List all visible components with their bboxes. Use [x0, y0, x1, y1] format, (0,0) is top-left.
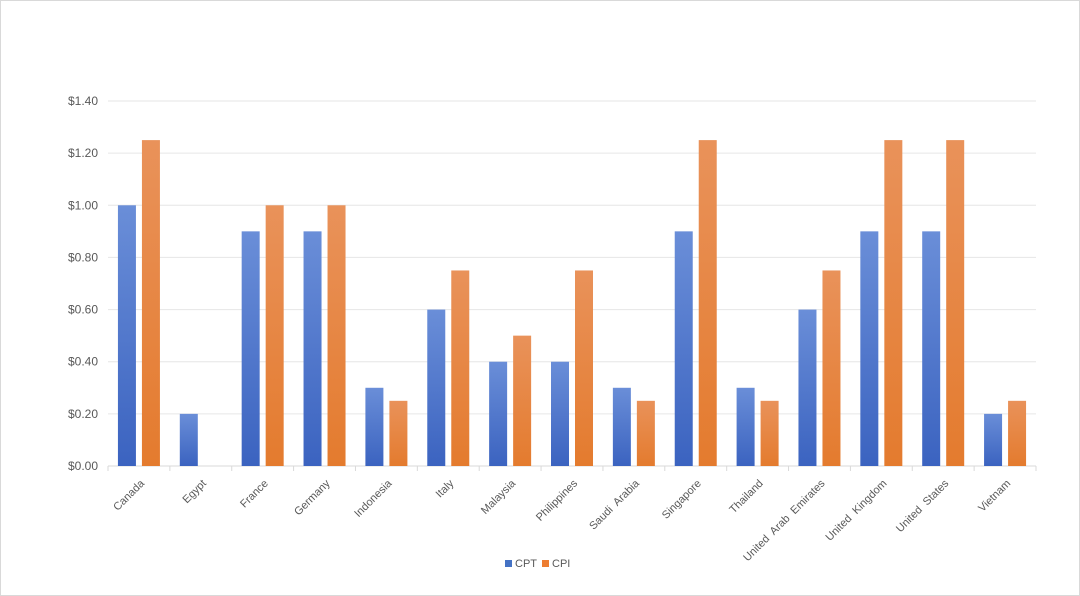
x-tick-label: Italy: [434, 477, 457, 500]
x-axis: Canada Egypt France Germany Indonesia Italy Ma…: [107, 466, 1037, 564]
bar-cpt-5: [427, 309, 446, 466]
bar-cpt-1: [179, 413, 198, 466]
bar-cpi-11: [822, 270, 841, 466]
bar-cpi-4: [389, 400, 408, 466]
bar-cpt-8: [612, 387, 631, 466]
y-tick-label: $1.20: [68, 146, 98, 160]
bar-cpt-4: [365, 387, 384, 466]
x-tick-label: Philippines: [534, 477, 580, 523]
bar-cpi-5: [451, 270, 470, 466]
x-tick-label: Malaysia: [479, 477, 519, 517]
bar-cpi-10: [760, 400, 779, 466]
legend-label-cpi: CPI: [552, 558, 570, 570]
legend-swatch-cpt: [505, 560, 512, 567]
bar-cpt-7: [551, 361, 569, 466]
x-tick-label: Germany: [292, 477, 333, 518]
y-tick-label: $0.40: [68, 355, 98, 369]
bar-cpt-10: [736, 387, 755, 466]
x-tick-label: France: [238, 478, 271, 511]
x-tick-label: Singapore: [660, 478, 704, 522]
bar-cpi-8: [636, 400, 655, 466]
bar-cpi-12: [884, 140, 903, 466]
bars: [117, 140, 1027, 467]
bar-cpi-14: [1008, 400, 1027, 466]
y-tick-label: $1.40: [68, 94, 98, 108]
x-tick-label: United Kingdom: [823, 478, 889, 544]
bar-cpi-2: [265, 205, 284, 467]
y-tick-label: $0.00: [68, 459, 98, 473]
y-tick-label: $0.80: [68, 250, 98, 264]
gridlines: [108, 100, 1036, 467]
x-tick-label: Saudi Arabia: [587, 477, 642, 532]
x-tick-label: Canada: [111, 477, 147, 513]
y-tick-label: $1.00: [68, 198, 98, 212]
legend-swatch-cpi: [542, 560, 549, 567]
y-axis: $0.00 $0.20 $0.40 $0.60 $0.80 $1.00 $1.20 $1.40: [68, 94, 98, 473]
x-tick-label: Vietnam: [976, 478, 1013, 515]
legend: CPT CPI: [505, 558, 570, 570]
bar-cpi-7: [575, 270, 593, 466]
bar-cpi-3: [327, 205, 346, 467]
bar-cpi-6: [513, 335, 532, 466]
bar-cpt-9: [674, 231, 693, 466]
x-tick-label: United States: [894, 477, 952, 535]
bar-cpt-13: [922, 231, 941, 466]
x-tick-label: Thailand: [727, 478, 765, 516]
x-tick-label: Egypt: [181, 478, 209, 506]
bar-cpt-3: [303, 231, 322, 466]
bar-cpt-0: [117, 205, 136, 467]
y-tick-label: $0.20: [68, 407, 98, 421]
y-tick-label: $0.60: [68, 303, 98, 317]
bar-cpt-12: [860, 231, 879, 466]
x-tick-label: Indonesia: [352, 477, 395, 520]
bar-cpt-11: [798, 309, 817, 466]
legend-label-cpt: CPT: [515, 558, 537, 570]
bar-cpt-2: [241, 231, 260, 466]
bar-cpi-13: [946, 140, 965, 466]
bar-cpt-14: [984, 413, 1003, 466]
bar-cpt-6: [489, 361, 508, 466]
bar-cpi-0: [141, 140, 160, 466]
bar-cpi-9: [698, 140, 717, 466]
